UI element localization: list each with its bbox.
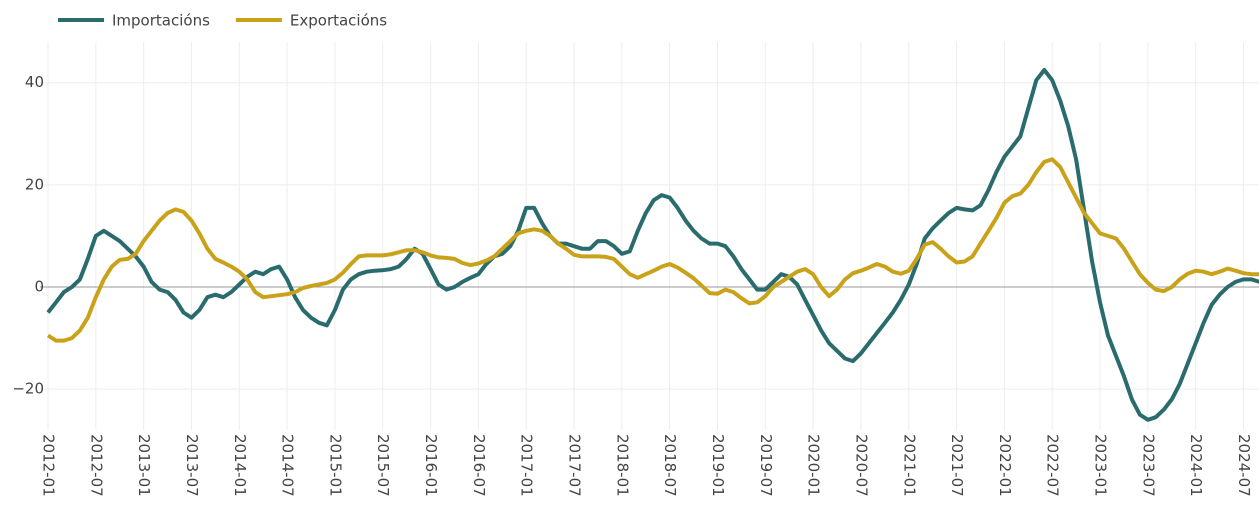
x-tick-label: 2018-07 (661, 434, 679, 497)
x-tick-label: 2023-01 (1092, 434, 1110, 497)
x-tick-label: 2021-01 (900, 434, 918, 497)
legend-label: Importacións (112, 12, 210, 30)
x-tick-label: 2020-07 (852, 434, 870, 497)
x-tick-label: 2014-01 (231, 434, 249, 497)
x-tick-label: 2017-07 (566, 434, 584, 497)
series-line (46, 157, 1259, 343)
x-tick-label: 2015-01 (326, 434, 344, 497)
x-tick-label: 2024-07 (1235, 434, 1253, 497)
x-tick-label: 2019-07 (757, 434, 775, 497)
x-tick-label: 2016-01 (422, 434, 440, 497)
y-tick-label: 40 (25, 73, 44, 91)
x-tick-label: 2013-01 (135, 434, 153, 497)
x-tick-label: 2012-01 (40, 434, 58, 497)
legend-label: Exportacións (290, 12, 387, 30)
x-tick-label: 2014-07 (279, 434, 297, 497)
x-tick-label: 2020-01 (805, 434, 823, 497)
x-tick-label: 2012-07 (87, 434, 105, 497)
x-tick-label: 2013-07 (183, 434, 201, 497)
x-tick-label: 2021-07 (948, 434, 966, 497)
x-tick-label: 2024-01 (1187, 434, 1205, 497)
x-tick-label: 2022-01 (996, 434, 1014, 497)
x-tick-label: 2016-07 (470, 434, 488, 497)
y-tick-label: 0 (34, 278, 44, 296)
x-tick-label: 2018-01 (613, 434, 631, 497)
y-tick-label: 20 (25, 175, 44, 193)
y-tick-label: −20 (12, 380, 44, 398)
x-tick-label: 2017-01 (518, 434, 536, 497)
x-tick-label: 2022-07 (1044, 434, 1062, 497)
x-tick-label: 2019-01 (709, 434, 727, 497)
series-line (46, 68, 1259, 422)
x-tick-label: 2015-07 (374, 434, 392, 497)
x-tick-label: 2023-07 (1139, 434, 1157, 497)
